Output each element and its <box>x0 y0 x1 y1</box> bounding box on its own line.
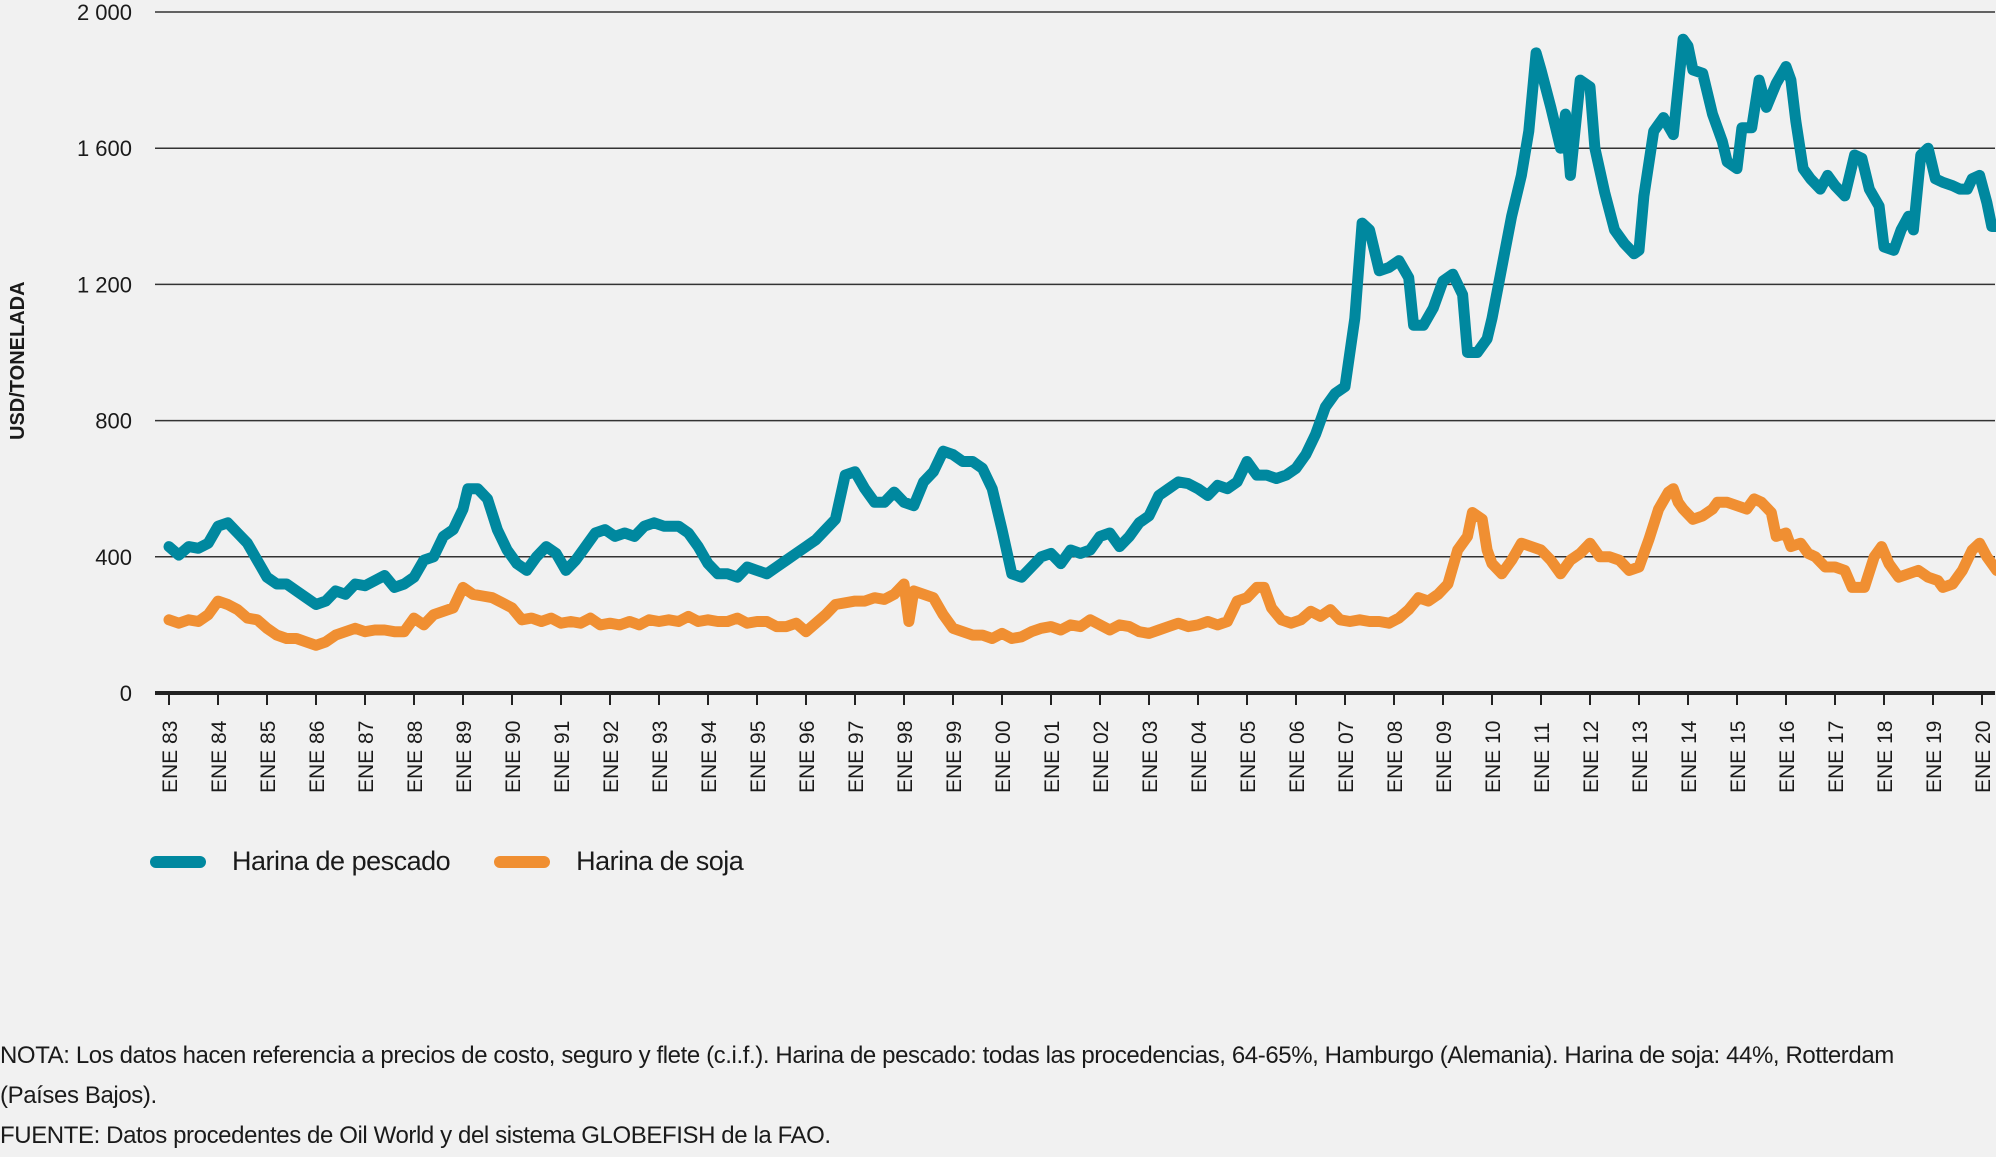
x-tick-label: ENE 05 <box>1237 721 1260 793</box>
x-tick-label: ENE 92 <box>600 721 623 793</box>
note-text: NOTA: Los datos hacen referencia a preci… <box>0 1042 1894 1109</box>
x-tick-label: ENE 19 <box>1923 721 1946 793</box>
x-tick-label: ENE 97 <box>845 721 868 793</box>
x-tick-label: ENE 96 <box>796 721 819 793</box>
legend-swatch-soymeal <box>494 855 551 868</box>
x-tick-label: ENE 14 <box>1678 720 1701 793</box>
y-tick-label: 800 <box>95 409 132 434</box>
x-tick-label: ENE 03 <box>1139 721 1162 793</box>
series-lines <box>163 33 1996 651</box>
x-tick-label: ENE 89 <box>453 721 476 793</box>
y-axis-ticks: 0 400 800 1 200 1 600 2 000 <box>77 0 132 706</box>
y-tick-label: 0 <box>120 681 132 706</box>
y-tick-label: 1 600 <box>77 136 132 161</box>
x-tick-label: ENE 11 <box>1531 722 1554 793</box>
x-tick-label: ENE 15 <box>1727 721 1750 793</box>
y-axis-label: USD/TONELADA <box>7 281 29 440</box>
x-tick-label: ENE 83 <box>159 721 182 793</box>
series-line-soymeal <box>163 483 1996 651</box>
series-line-fishmeal <box>163 33 1996 610</box>
x-tick-label: ENE 13 <box>1629 721 1652 793</box>
legend-item-fishmeal: Harina de pescado <box>150 846 451 877</box>
x-tick-label: ENE 17 <box>1825 721 1848 793</box>
x-tick-label: ENE 93 <box>649 721 672 793</box>
x-tick-label: ENE 20 <box>1972 721 1995 793</box>
x-tick-label: ENE 08 <box>1384 721 1407 793</box>
y-tick-label: 400 <box>95 545 132 570</box>
source-text: FUENTE: Datos procedentes de Oil World y… <box>0 1122 831 1149</box>
x-tick-label: ENE 98 <box>894 721 917 793</box>
x-tick-label: ENE 84 <box>208 720 231 793</box>
legend: Harina de pescado Harina de soja <box>150 846 787 877</box>
x-tick-label: ENE 01 <box>1041 721 1064 793</box>
footnotes: NOTA: Los datos hacen referencia a preci… <box>0 1036 1900 1156</box>
y-tick-label: 2 000 <box>77 0 132 25</box>
x-tick-label: ENE 06 <box>1286 721 1309 793</box>
y-tick-label: 1 200 <box>77 272 132 297</box>
line-chart: 0 400 800 1 200 1 600 2 000 USD/TONELADA ENE … <box>7 0 1996 793</box>
x-tick-label: ENE 10 <box>1482 721 1505 793</box>
x-tick-label: ENE 94 <box>698 720 721 793</box>
x-tick-label: ENE 87 <box>355 721 378 793</box>
gridlines <box>155 11 1995 558</box>
x-tick-label: ENE 91 <box>551 721 574 793</box>
x-tick-label: ENE 12 <box>1580 721 1603 793</box>
x-tick-label: ENE 07 <box>1335 721 1358 793</box>
x-axis: ENE 83 ENE 84 ENE 85 ENE 86 ENE 87 ENE 88 ENE … <box>155 691 1995 793</box>
x-tick-label: ENE 09 <box>1433 721 1456 793</box>
x-tick-label: ENE 18 <box>1874 721 1897 793</box>
x-tick-label: ENE 16 <box>1776 721 1799 793</box>
x-tick-label: ENE 99 <box>943 721 966 793</box>
legend-item-soymeal: Harina de soja <box>494 846 744 877</box>
x-tick-label: ENE 90 <box>502 721 525 793</box>
x-tick-label: ENE 02 <box>1090 721 1113 793</box>
x-tick-label: ENE 00 <box>992 721 1015 793</box>
legend-label-soymeal: Harina de soja <box>576 846 744 876</box>
x-tick-label: ENE 85 <box>257 721 280 793</box>
x-tick-label: ENE 95 <box>747 721 770 793</box>
legend-swatch-fishmeal <box>150 855 206 868</box>
x-tick-label: ENE 88 <box>404 721 427 793</box>
legend-label-fishmeal: Harina de pescado <box>232 846 451 876</box>
x-tick-label: ENE 86 <box>306 721 329 793</box>
x-tick-label: ENE 04 <box>1188 720 1211 793</box>
